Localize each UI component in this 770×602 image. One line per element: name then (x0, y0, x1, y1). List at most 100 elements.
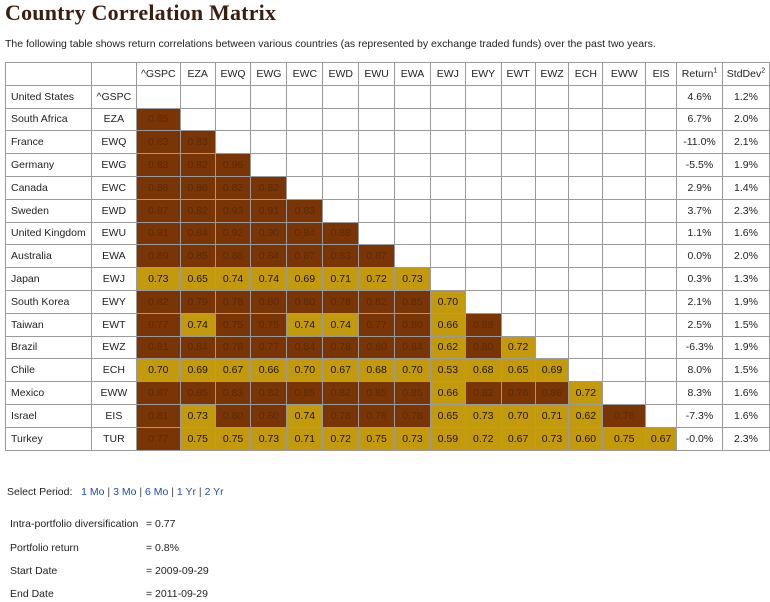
correlation-cell: 0.86 (179, 175, 216, 200)
empty-cell (394, 198, 431, 223)
empty-cell (534, 130, 570, 155)
correlation-cell: 0.78 (322, 403, 360, 428)
empty-cell (568, 289, 604, 314)
empty-cell (645, 244, 678, 269)
empty-cell (568, 84, 604, 109)
stat-label: Portfolio return (10, 542, 79, 554)
correlation-cell: 0.84 (286, 221, 324, 246)
correlation-cell: 0.83 (135, 130, 181, 155)
correlation-cell: 0.72 (568, 381, 604, 405)
country-name: South Korea (5, 289, 92, 314)
correlation-cell: 0.70 (286, 358, 324, 383)
correlation-cell: 0.86 (534, 381, 570, 405)
country-name: Chile (5, 358, 92, 383)
correlation-cell: 0.70 (500, 403, 536, 428)
correlation-cell: 0.84 (179, 335, 216, 360)
stddev-cell: 1.6% (721, 381, 770, 405)
empty-cell (534, 289, 570, 314)
correlation-cell: 0.86 (135, 175, 181, 200)
empty-cell (602, 153, 647, 177)
column-header: EWG (250, 62, 288, 86)
column-header: EWT (500, 62, 536, 86)
correlation-cell: 0.78 (322, 335, 360, 360)
country-name: Israel (5, 403, 92, 428)
column-header-return: Return1 (676, 62, 723, 86)
correlation-cell: 0.80 (394, 312, 431, 337)
return-cell: -0.0% (676, 426, 723, 451)
return-cell: -5.5% (676, 153, 723, 177)
stddev-cell: 1.9% (721, 153, 770, 177)
column-header: EWW (602, 62, 647, 86)
period-separator: | (107, 486, 111, 498)
table-row: Japan EWJ 0.73 0.65 0.74 0.74 0.69 0.71 0.72 0.73… (5, 267, 770, 291)
empty-cell (429, 221, 466, 246)
period-3mo-link[interactable]: 3 Mo (113, 486, 137, 498)
empty-cell (135, 84, 181, 109)
correlation-cell: 0.73 (464, 403, 502, 428)
correlation-cell: 0.69 (534, 358, 570, 383)
period-2yr-link[interactable]: 2 Yr (204, 486, 224, 498)
correlation-cell: 0.76 (500, 381, 536, 405)
correlation-cell: 0.83 (286, 198, 324, 223)
correlation-cell: 0.83 (214, 381, 252, 405)
stat-value: = 2009-09-29 (146, 565, 209, 577)
empty-cell (645, 107, 678, 132)
empty-cell (645, 84, 678, 109)
correlation-cell: 0.68 (464, 358, 502, 383)
correlation-cell: 0.82 (179, 198, 216, 223)
empty-cell (602, 381, 647, 405)
column-header: ^GSPC (135, 62, 181, 86)
correlation-cell: 0.78 (322, 289, 360, 314)
empty-cell (602, 244, 647, 269)
ticker-symbol: EWT (90, 312, 137, 337)
empty-cell (568, 153, 604, 177)
stddev-cell: 2.3% (721, 426, 770, 451)
table-row: Turkey TUR 0.77 0.75 0.75 0.73 0.71 0.72 0.75 0.7… (5, 426, 770, 451)
table-row: South Korea EWY 0.82 0.79 0.78 0.80 0.80 0.78 0.… (5, 289, 770, 314)
correlation-cell: 0.84 (286, 335, 324, 360)
correlation-cell: 0.80 (214, 403, 252, 428)
period-1mo-link[interactable]: 1 Mo (81, 486, 105, 498)
correlation-cell: 0.70 (394, 358, 431, 383)
stddev-cell: 1.9% (721, 335, 770, 360)
return-cell: 1.1% (676, 221, 723, 246)
country-name: Japan (5, 267, 92, 291)
table-row: United States ^GSPC 4.6% 1.2% (5, 84, 770, 109)
correlation-cell: 0.77 (250, 335, 288, 360)
correlation-cell: 0.73 (394, 426, 431, 451)
period-6mo-link[interactable]: 6 Mo (144, 486, 169, 498)
empty-cell (429, 175, 466, 200)
correlation-cell: 0.85 (286, 381, 324, 405)
empty-cell (568, 198, 604, 223)
header-blank-country (5, 62, 92, 86)
correlation-cell: 0.96 (214, 153, 252, 177)
correlation-cell: 0.85 (135, 107, 181, 132)
correlation-cell: 0.92 (214, 221, 252, 246)
correlation-cell: 0.74 (322, 312, 360, 337)
correlation-cell: 0.71 (534, 403, 570, 428)
correlation-cell: 0.75 (250, 312, 288, 337)
empty-cell (322, 198, 360, 223)
period-1yr-link[interactable]: 1 Yr (176, 486, 196, 498)
empty-cell (464, 289, 502, 314)
empty-cell (429, 153, 466, 177)
correlation-cell: 0.91 (250, 198, 288, 223)
empty-cell (358, 198, 396, 223)
empty-cell (645, 312, 678, 337)
correlation-cell: 0.69 (286, 267, 324, 291)
empty-cell (429, 84, 466, 109)
empty-cell (394, 175, 431, 200)
correlation-cell: 0.74 (250, 267, 288, 291)
correlation-cell: 0.85 (394, 381, 431, 405)
empty-cell (534, 267, 570, 291)
correlation-cell: 0.82 (135, 289, 181, 314)
return-cell: 0.0% (676, 244, 723, 269)
correlation-cell: 0.81 (135, 403, 181, 428)
table-row: South Africa EZA 0.85 6.7% 2.0% (5, 107, 770, 132)
empty-cell (602, 198, 647, 223)
empty-cell (464, 244, 502, 269)
stddev-cell: 1.2% (721, 84, 770, 109)
country-name: Brazil (5, 335, 92, 360)
empty-cell (568, 312, 604, 337)
correlation-cell: 0.72 (322, 426, 360, 451)
